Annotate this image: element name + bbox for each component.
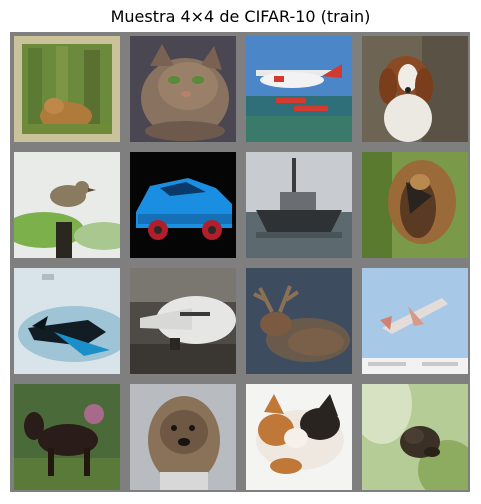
tile-horse <box>14 384 120 490</box>
tile-frog <box>362 384 468 490</box>
tile-bird-close-up <box>362 152 468 258</box>
tile-airliner <box>130 268 236 374</box>
image-grid <box>10 32 470 492</box>
tile-calico-cat <box>246 384 352 490</box>
tile-blue-car <box>130 152 236 258</box>
tile-tabby-cat <box>130 36 236 142</box>
tile-airplane-in-sky <box>362 268 468 374</box>
tile-deer <box>246 268 352 374</box>
figure-title: Muestra 4×4 de CIFAR-10 (train) <box>110 7 371 26</box>
tile-ship <box>246 152 352 258</box>
tile-spaniel-dog <box>362 36 468 142</box>
tile-seaplane <box>246 36 352 142</box>
tile-cat-in-grass <box>14 36 120 142</box>
tile-bird-on-post <box>14 152 120 258</box>
tile-shaggy-dog <box>130 384 236 490</box>
tile-jet-airplane <box>14 268 120 374</box>
